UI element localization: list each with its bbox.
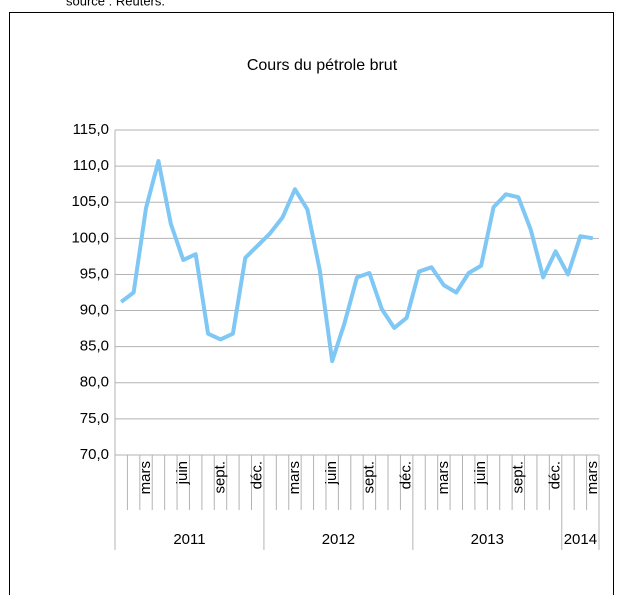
year-label: 2012 <box>322 531 355 548</box>
chart-border <box>9 12 614 595</box>
y-tick-label: 105,0 <box>71 193 109 210</box>
x-tick-label: déc. <box>249 461 266 489</box>
year-label: 2013 <box>471 531 504 548</box>
data-line <box>119 159 594 364</box>
x-tick-label: déc. <box>547 461 564 489</box>
y-tick-label: 75,0 <box>80 410 109 427</box>
x-tick-label: mars <box>435 461 452 494</box>
y-tick-label: 90,0 <box>80 302 109 319</box>
chart-title: Cours du pétrole brut <box>247 57 398 74</box>
y-tick-label: 85,0 <box>80 338 109 355</box>
x-tick-label: mars <box>137 461 154 494</box>
x-tick-label: sept. <box>509 461 526 494</box>
x-tick-label: juin <box>323 461 340 485</box>
y-tick-label: 110,0 <box>73 157 109 174</box>
x-tick-label: déc. <box>398 461 415 489</box>
y-tick-label: 70,0 <box>80 446 109 463</box>
y-tick-label: 95,0 <box>80 265 109 282</box>
x-tick-label: sept. <box>211 461 228 494</box>
x-tick-label: juin <box>472 461 489 485</box>
y-tick-label: 80,0 <box>80 374 109 391</box>
y-tick-label: 100,0 <box>71 229 109 246</box>
y-tick-label: 115,0 <box>73 121 109 138</box>
x-tick-label: juin <box>174 461 191 485</box>
source-note: source : Reuters. <box>66 0 165 8</box>
x-tick-label: mars <box>286 461 303 494</box>
year-label: 2011 <box>173 531 205 548</box>
x-tick-label: mars <box>584 461 601 494</box>
year-label: 2014 <box>564 531 597 548</box>
x-tick-label: sept. <box>360 461 377 494</box>
